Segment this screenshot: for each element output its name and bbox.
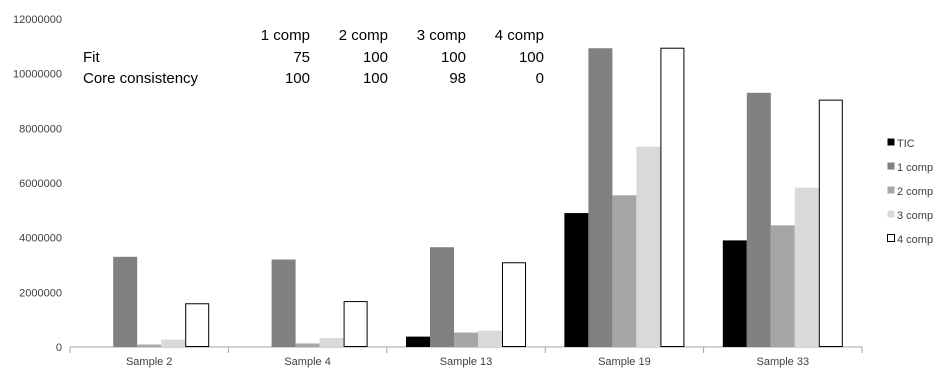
bar-1-comp-sample-19: [588, 48, 613, 347]
y-tick-label: 12000000: [13, 14, 62, 26]
legend-label: 4 comp: [897, 234, 933, 246]
bar-2-comp-sample-33: [770, 225, 795, 347]
table-cell: 100: [363, 49, 388, 66]
legend-swatch: [887, 186, 895, 194]
table-cell: 0: [536, 70, 544, 87]
table-cell: 100: [363, 70, 388, 87]
legend-label: 2 comp: [897, 186, 933, 198]
bar-1-comp-sample-33: [746, 92, 771, 347]
table-row-label: Fit: [83, 49, 100, 66]
y-axis: 0 2000000 4000000 6000000 8000000 10000000 120…: [13, 14, 62, 354]
table-header: 2 comp: [339, 27, 388, 44]
table-cell: 100: [519, 49, 544, 66]
table-header: 3 comp: [417, 27, 466, 44]
table-header: 4 comp: [495, 27, 544, 44]
x-category-label: Sample 4: [284, 356, 330, 368]
bar-1-comp-sample-13: [430, 247, 454, 347]
bar-2-comp-sample-19: [612, 195, 637, 347]
y-tick-label: 0: [56, 342, 62, 354]
y-tick-label: 8000000: [19, 123, 62, 135]
table-cell: 75: [293, 49, 310, 66]
bar-3-comp-sample-19: [636, 146, 661, 347]
table-cell: 100: [285, 70, 310, 87]
bar-3-comp-sample-33: [794, 187, 819, 347]
y-tick-label: 4000000: [19, 233, 62, 245]
bar-4-comp-sample-13: [502, 262, 526, 347]
x-category-label: Sample 2: [126, 356, 172, 368]
bar-4-comp-sample-33: [818, 99, 843, 347]
bar-2-comp-sample-2: [137, 344, 162, 347]
bar-1-comp-sample-2: [113, 256, 138, 347]
y-tick-label: 2000000: [19, 287, 62, 299]
bar-2-comp-sample-4: [295, 343, 320, 347]
table-cell: 100: [441, 49, 466, 66]
table-cell: 98: [449, 70, 466, 87]
legend-swatch: [887, 138, 895, 146]
fit-table: 1 comp 2 comp 3 comp 4 comp Fit 75 100 100 100 Co…: [83, 27, 544, 87]
bar-tic-sample-13: [406, 336, 430, 347]
bar-4-comp-sample-4: [343, 301, 368, 347]
y-tick-label: 10000000: [13, 69, 62, 81]
bar-tic-sample-33: [722, 240, 747, 347]
legend-label: 3 comp: [897, 210, 933, 222]
bar-3-comp-sample-2: [161, 339, 186, 347]
bar-4-comp-sample-19: [660, 47, 685, 347]
x-axis: Sample 2 Sample 4 Sample 13 Sample 19 Sample…: [69, 346, 863, 368]
bar-3-comp-sample-13: [478, 330, 502, 347]
x-category-label: Sample 19: [598, 356, 651, 368]
bar-2-comp-sample-13: [454, 332, 478, 347]
legend: TIC 1 comp 2 comp 3 comp 4 comp: [887, 138, 933, 246]
x-category-label: Sample 13: [440, 356, 493, 368]
legend-label: 1 comp: [897, 162, 933, 174]
x-category-label: Sample 33: [757, 356, 810, 368]
bar-3-comp-sample-4: [319, 337, 344, 347]
bars: [113, 47, 843, 347]
table-row-label: Core consistency: [83, 70, 199, 87]
legend-swatch: [887, 234, 895, 242]
legend-swatch: [887, 162, 895, 170]
bar-4-comp-sample-2: [185, 303, 210, 347]
legend-swatch: [887, 210, 895, 218]
table-header: 1 comp: [261, 27, 310, 44]
legend-label: TIC: [897, 138, 915, 150]
y-tick-label: 6000000: [19, 178, 62, 190]
bar-1-comp-sample-4: [271, 259, 296, 347]
bar-tic-sample-19: [564, 213, 589, 347]
